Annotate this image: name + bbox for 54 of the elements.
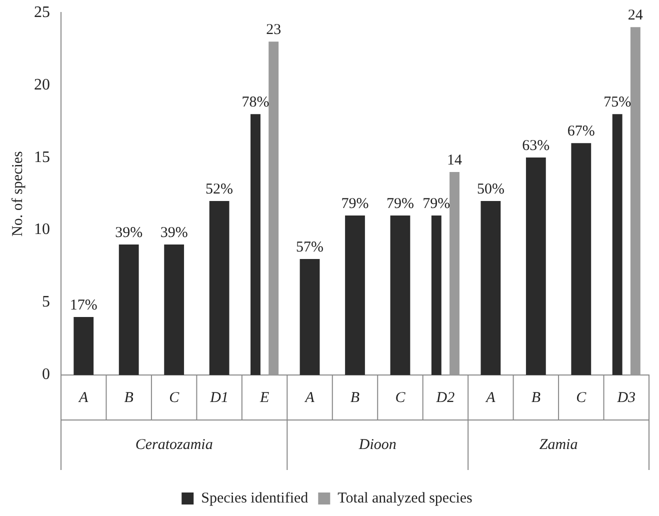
text: Ceratozamia — [135, 436, 213, 453]
x-tick-label: C — [395, 390, 406, 406]
bar — [268, 42, 279, 375]
annotation: 50% — [476, 181, 504, 198]
bar — [390, 216, 410, 375]
bar — [300, 259, 320, 375]
x-tick-label: C — [576, 390, 588, 406]
x-tick-label: B — [124, 390, 134, 406]
x-tick-label: D3 — [616, 390, 636, 406]
bar — [209, 201, 230, 375]
bar — [630, 27, 640, 375]
y-tick-label: 0 — [42, 366, 50, 384]
annotation: 39% — [115, 224, 143, 241]
y-tick-label: 15 — [34, 148, 50, 166]
x-tick-label: B — [350, 390, 360, 406]
bar — [450, 172, 460, 375]
x-tick-label: B — [531, 390, 541, 406]
annotation: 67% — [567, 124, 595, 140]
x-tick-label: A — [485, 390, 496, 406]
bar — [480, 201, 501, 375]
y-tick-label: 5 — [42, 294, 50, 311]
annotation: 79% — [386, 196, 414, 212]
legend-label: Total analyzed species — [338, 490, 473, 506]
text: Zamia — [539, 436, 578, 453]
annotation: 63% — [522, 138, 550, 154]
bar — [164, 244, 184, 375]
y-tick-label: 10 — [34, 221, 50, 238]
legend-label: Species identified — [201, 490, 309, 506]
bar — [526, 158, 546, 375]
x-tick-label: E — [258, 390, 270, 406]
x-tick-label: A — [78, 390, 90, 406]
data-label: 14 — [447, 152, 463, 168]
data-label: 24 — [628, 8, 644, 24]
bar — [118, 244, 139, 375]
annotation: 78% — [242, 94, 270, 111]
x-tick-label: A — [304, 390, 316, 406]
bar — [345, 216, 365, 375]
x-tick-label: D1 — [209, 390, 228, 406]
x-tick-label: D2 — [435, 390, 456, 406]
annotation: 57% — [296, 239, 324, 256]
bar — [74, 317, 94, 375]
annotation: 52% — [206, 181, 234, 198]
annotation: 75% — [604, 94, 632, 111]
y-axis-title: No. of species — [10, 150, 26, 237]
text: Dioon — [358, 436, 396, 453]
annotation: 39% — [160, 224, 188, 241]
data-label: 23 — [266, 22, 282, 38]
annotation: 17% — [70, 297, 98, 314]
y-tick-label: 25 — [34, 4, 50, 21]
x-tick-label: C — [169, 390, 180, 406]
annotation: 79% — [341, 196, 369, 212]
bar — [571, 143, 592, 375]
annotation: 79% — [422, 196, 450, 212]
y-tick-label: 20 — [34, 76, 50, 94]
